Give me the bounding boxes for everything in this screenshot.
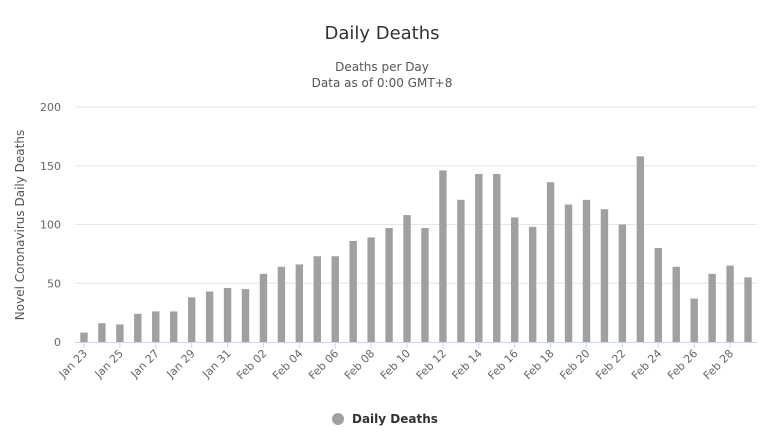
bar-feb-20[interactable] xyxy=(582,199,591,342)
bar-feb-19[interactable] xyxy=(564,204,573,342)
bar-feb-24[interactable] xyxy=(654,248,662,342)
bar-jan-29[interactable] xyxy=(187,297,196,342)
x-tick-label: Feb 12 xyxy=(414,347,449,382)
bar-feb-09[interactable] xyxy=(385,228,393,342)
bar-feb-03[interactable] xyxy=(277,266,286,342)
bar-feb-26[interactable] xyxy=(690,298,698,342)
x-tick-label: Jan 31 xyxy=(199,347,233,381)
x-tick-label: Feb 24 xyxy=(629,347,664,382)
bar-feb-01[interactable] xyxy=(241,289,250,343)
x-tick-label: Feb 18 xyxy=(521,347,556,382)
legend-marker xyxy=(332,413,344,425)
bar-feb-06[interactable] xyxy=(331,256,339,342)
x-tick-label: Feb 06 xyxy=(306,347,341,382)
bar-jan-24[interactable] xyxy=(98,323,106,342)
bar-feb-02[interactable] xyxy=(259,273,268,342)
chart-title: Daily Deaths xyxy=(324,23,439,44)
bar-jan-27[interactable] xyxy=(152,311,160,342)
bar-jan-26[interactable] xyxy=(134,313,142,342)
bar-feb-23[interactable] xyxy=(636,156,645,342)
bar-feb-17[interactable] xyxy=(528,226,537,342)
x-tick-label: Jan 27 xyxy=(128,347,162,381)
y-tick-label: 100 xyxy=(40,219,61,232)
x-tick-label: Feb 14 xyxy=(450,347,485,382)
bar-feb-13[interactable] xyxy=(457,199,465,342)
bar-feb-14[interactable] xyxy=(475,173,483,342)
bar-feb-16[interactable] xyxy=(511,217,519,342)
y-axis-ticks: 0 50 100 150 200 xyxy=(40,101,61,349)
x-tick-label: Jan 25 xyxy=(92,347,126,381)
bar-feb-10[interactable] xyxy=(403,215,411,342)
x-tick-label: Feb 02 xyxy=(234,347,269,382)
legend[interactable]: Daily Deaths xyxy=(332,412,438,426)
x-tick-label: Feb 04 xyxy=(270,347,305,382)
bar-jan-28[interactable] xyxy=(170,311,178,342)
x-tick-label: Feb 28 xyxy=(701,347,736,382)
y-tick-label: 200 xyxy=(40,101,61,114)
y-tick-label: 50 xyxy=(47,277,61,290)
chart-subtitle-line-2: Data as of 0:00 GMT+8 xyxy=(312,76,453,90)
bar-feb-11[interactable] xyxy=(421,228,429,342)
chart-subtitle-line-1: Deaths per Day xyxy=(335,60,429,74)
bar-feb-07[interactable] xyxy=(349,240,357,342)
y-tick-label: 150 xyxy=(40,160,61,173)
bar-series xyxy=(80,156,752,343)
bar-feb-21[interactable] xyxy=(600,209,609,342)
x-tick-label: Feb 08 xyxy=(342,347,377,382)
bar-feb-12[interactable] xyxy=(439,170,447,342)
bar-feb-22[interactable] xyxy=(618,224,627,343)
bar-jan-25[interactable] xyxy=(116,324,124,343)
bar-jan-31[interactable] xyxy=(223,287,232,342)
x-tick-label: Feb 22 xyxy=(593,347,628,382)
x-axis-ticks: Jan 23 Jan 25 Jan 27 Jan 29 Jan 31 Feb 02 Feb … xyxy=(56,347,736,382)
x-axis xyxy=(75,342,757,348)
bar-feb-04[interactable] xyxy=(295,264,304,342)
x-tick-label: Feb 20 xyxy=(557,347,592,382)
x-tick-label: Feb 10 xyxy=(378,347,413,382)
bar-feb-28[interactable] xyxy=(726,265,734,343)
bar-feb-18[interactable] xyxy=(546,182,555,342)
bar-feb-15[interactable] xyxy=(493,173,501,342)
bar-feb-05[interactable] xyxy=(313,256,321,342)
y-tick-label: 0 xyxy=(54,336,61,349)
y-axis-title: Novel Coronavirus Daily Deaths xyxy=(13,130,27,320)
x-tick-label: Feb 16 xyxy=(485,347,520,382)
x-tick-label: Jan 29 xyxy=(164,347,198,381)
x-tick-label: Jan 23 xyxy=(56,347,90,381)
bar-feb-25[interactable] xyxy=(672,266,680,342)
x-tick-label: Feb 26 xyxy=(665,347,700,382)
legend-label[interactable]: Daily Deaths xyxy=(352,412,438,426)
bar-feb-08[interactable] xyxy=(367,237,375,342)
bar-jan-30[interactable] xyxy=(205,291,214,342)
bar-feb-27[interactable] xyxy=(708,273,716,342)
bar-feb-29[interactable] xyxy=(744,277,752,343)
bar-jan-23[interactable] xyxy=(80,332,88,342)
